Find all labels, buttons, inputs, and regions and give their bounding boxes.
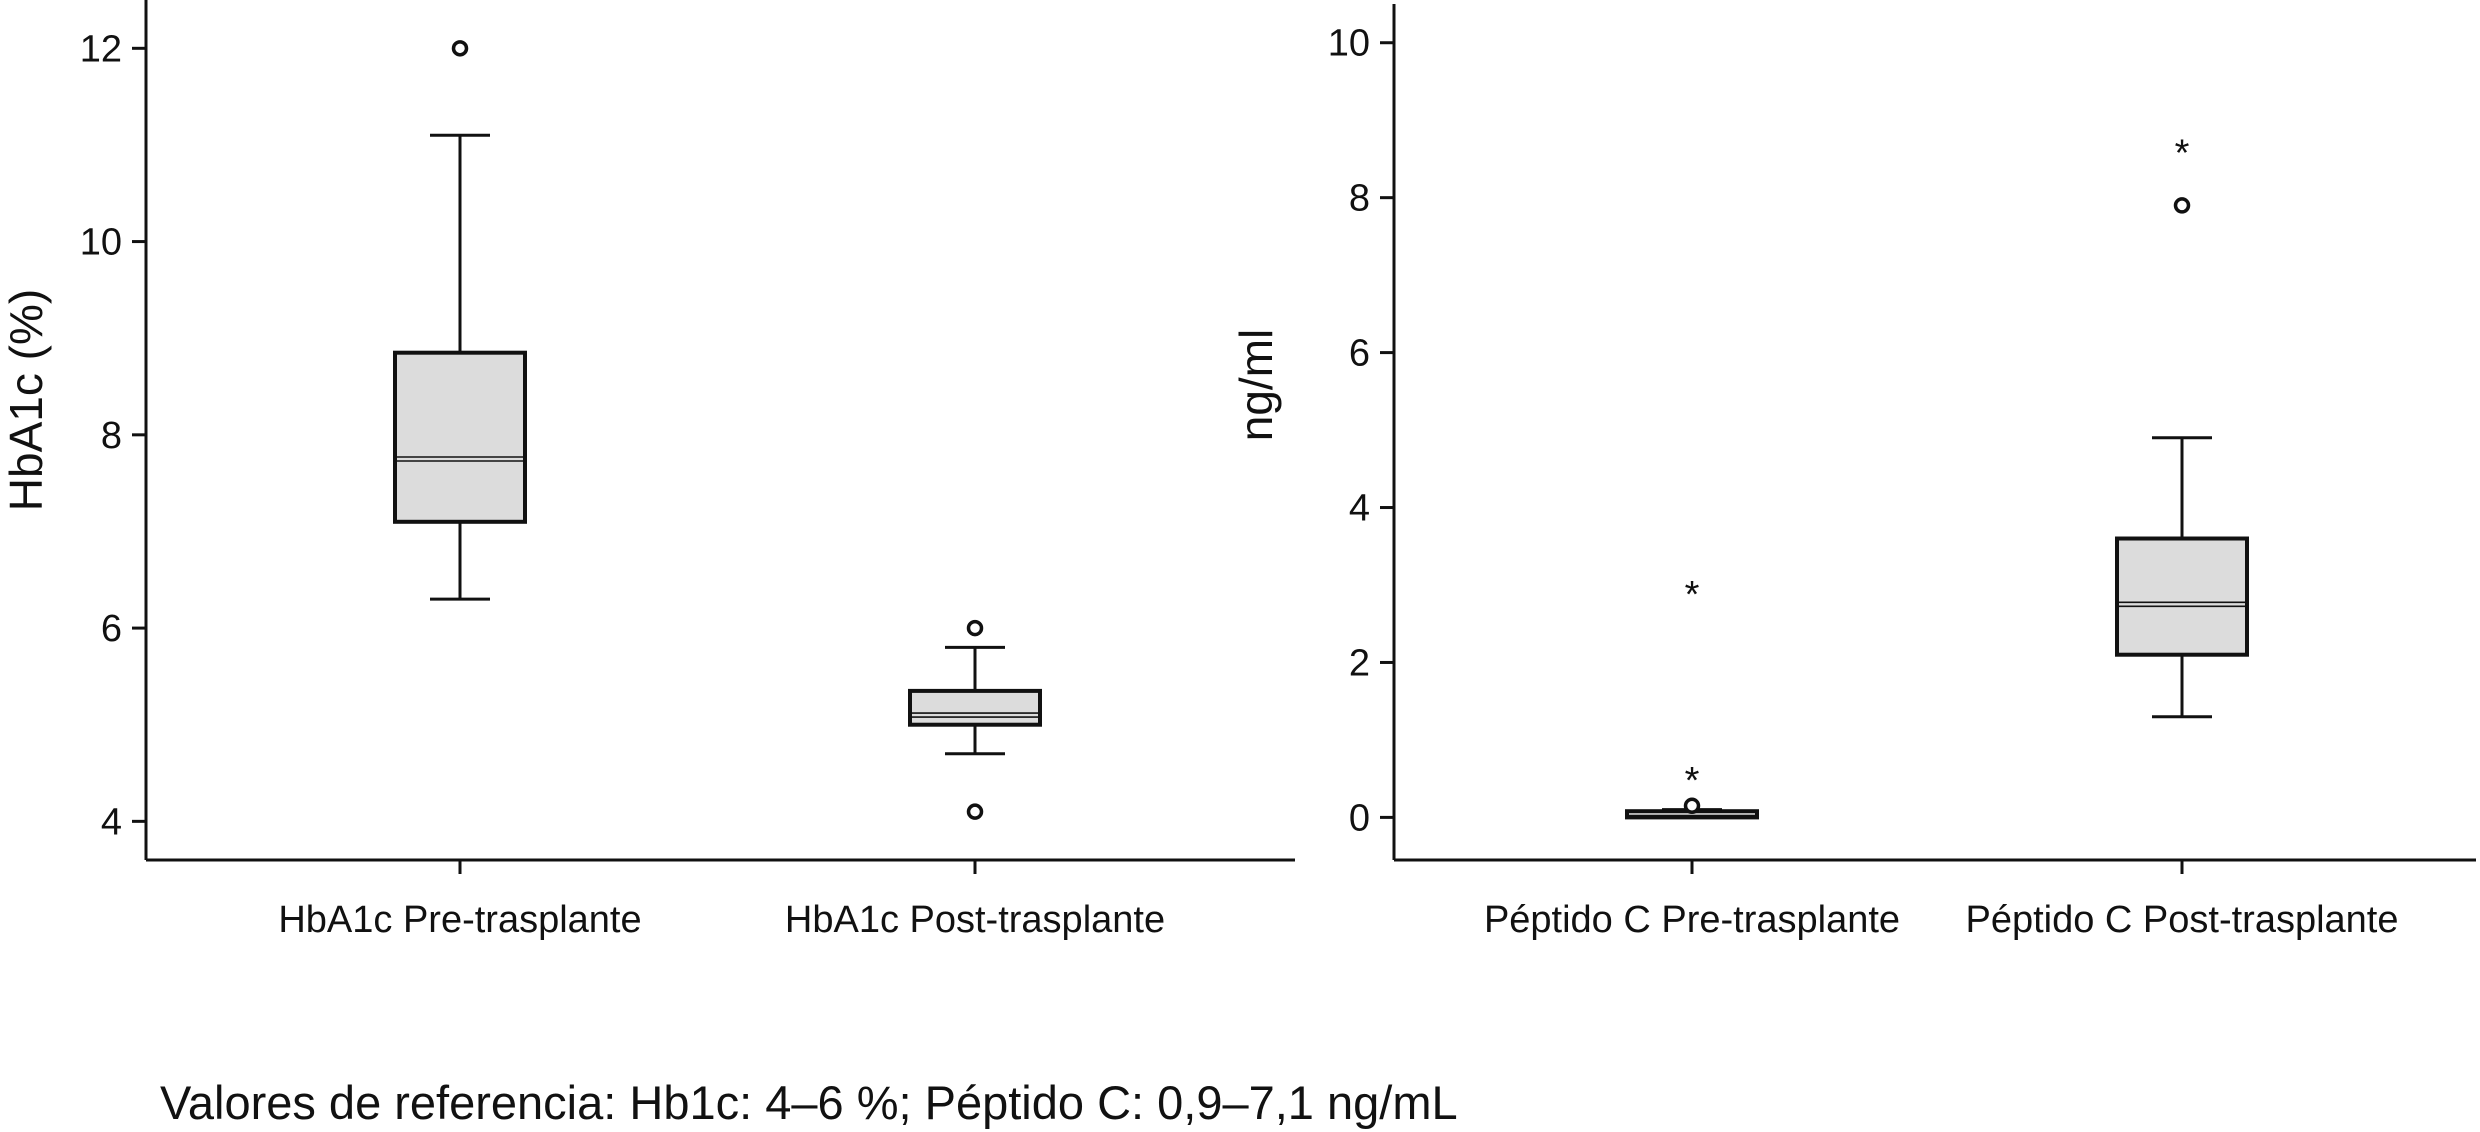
- iqr-box: [2115, 536, 2249, 657]
- y-tick-label: 6: [101, 608, 122, 650]
- iqr-box: [393, 350, 527, 524]
- category-label: HbA1c Pre-trasplante: [278, 899, 641, 941]
- hba1c-boxplot: 4 6 8 10 12 HbA1c (%) HbA1c Pre-trasplante HbA1…: [0, 0, 1295, 941]
- reference-values-note: Valores de referencia: Hb1c: 4–6 %; Pépt…: [160, 1076, 1458, 1129]
- y-tick-label: 8: [1349, 178, 1370, 220]
- outlier-point: [966, 619, 984, 637]
- outlier-point: [1683, 797, 1701, 815]
- y-tick-label: 4: [1349, 488, 1370, 530]
- category-label: Péptido C Pre-trasplante: [1484, 899, 1900, 941]
- category-label: Péptido C Post-trasplante: [1965, 899, 2398, 941]
- extreme-point: *: [1685, 574, 1700, 616]
- extreme-point: *: [1685, 760, 1700, 802]
- y-tick-label: 0: [1349, 797, 1370, 839]
- y-tick-label: 6: [1349, 333, 1370, 375]
- y-tick-label: 4: [101, 801, 122, 843]
- category-label: HbA1c Post-trasplante: [785, 899, 1165, 941]
- peptide-c-boxplot: 0 2 4 6 8 10 ng/ml Péptido C Pre-trasplante * * Pé…: [1230, 4, 2476, 941]
- extreme-point: *: [2175, 132, 2190, 174]
- y-axis-title: ng/ml: [1230, 329, 1282, 441]
- outlier-point: [2173, 197, 2191, 214]
- y-tick-label: 2: [1349, 642, 1370, 684]
- outlier-point: [451, 40, 469, 57]
- y-axis-title: HbA1c (%): [0, 289, 52, 511]
- y-tick-label: 12: [80, 28, 122, 70]
- y-tick-label: 8: [101, 415, 122, 457]
- y-tick-label: 10: [1328, 23, 1370, 65]
- iqr-box: [908, 688, 1042, 727]
- outlier-point: [966, 803, 984, 820]
- y-tick-label: 10: [80, 222, 122, 264]
